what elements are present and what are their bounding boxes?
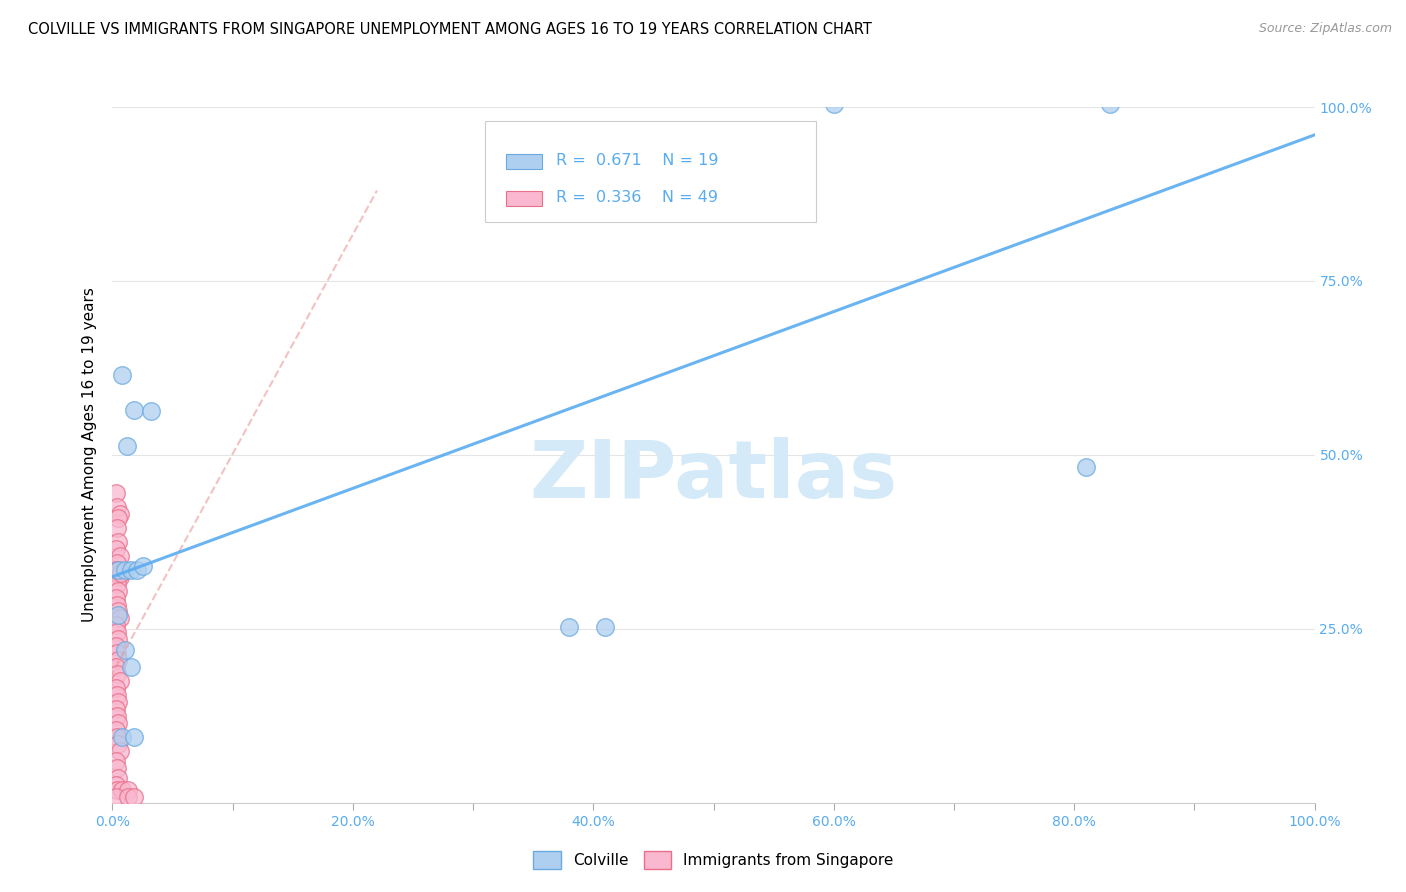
FancyBboxPatch shape — [506, 191, 541, 206]
Text: ZIPatlas: ZIPatlas — [530, 437, 897, 515]
Legend: Colville, Immigrants from Singapore: Colville, Immigrants from Singapore — [527, 846, 900, 875]
Point — [105, 754, 128, 768]
Point — [120, 660, 142, 674]
Point — [105, 761, 128, 775]
Point — [105, 783, 128, 797]
Point — [105, 486, 128, 500]
Point — [107, 632, 129, 647]
Point — [111, 783, 134, 797]
Point — [125, 563, 148, 577]
Point — [117, 783, 139, 797]
Text: R =  0.336    N = 49: R = 0.336 N = 49 — [555, 190, 718, 205]
Point — [115, 439, 138, 453]
Point — [122, 730, 145, 744]
Point — [823, 96, 845, 111]
Point — [110, 566, 132, 581]
Point — [105, 723, 128, 737]
Point — [105, 639, 128, 653]
Point — [105, 500, 128, 514]
Point — [1076, 459, 1098, 474]
Point — [122, 402, 145, 417]
Point — [105, 646, 128, 660]
Point — [131, 559, 153, 574]
Point — [105, 730, 128, 744]
Point — [105, 702, 128, 716]
Point — [105, 576, 128, 591]
Point — [105, 591, 128, 605]
Point — [105, 708, 128, 723]
Point — [111, 368, 134, 382]
Point — [107, 715, 129, 730]
Point — [108, 570, 131, 584]
Point — [114, 563, 136, 577]
Point — [595, 620, 617, 634]
Point — [105, 688, 128, 702]
Point — [107, 563, 129, 577]
Text: R =  0.671    N = 19: R = 0.671 N = 19 — [555, 153, 718, 169]
Point — [107, 653, 129, 667]
Point — [108, 611, 131, 625]
Point — [105, 681, 128, 695]
Point — [105, 541, 128, 556]
Point — [105, 521, 128, 535]
Point — [122, 790, 145, 805]
Point — [108, 549, 131, 563]
Point — [105, 778, 128, 792]
FancyBboxPatch shape — [506, 153, 541, 169]
Point — [107, 605, 129, 619]
Point — [120, 563, 142, 577]
Point — [1099, 96, 1122, 111]
Point — [111, 730, 134, 744]
Point — [114, 642, 136, 657]
Point — [105, 790, 128, 805]
Point — [107, 583, 129, 598]
Point — [107, 607, 129, 622]
Point — [105, 660, 128, 674]
Point — [107, 535, 129, 549]
Point — [107, 510, 129, 524]
Y-axis label: Unemployment Among Ages 16 to 19 years: Unemployment Among Ages 16 to 19 years — [82, 287, 97, 623]
Point — [108, 507, 131, 521]
Point — [105, 598, 128, 612]
Point — [107, 772, 129, 786]
FancyBboxPatch shape — [485, 121, 815, 222]
Point — [107, 695, 129, 709]
Text: COLVILLE VS IMMIGRANTS FROM SINGAPORE UNEMPLOYMENT AMONG AGES 16 TO 19 YEARS COR: COLVILLE VS IMMIGRANTS FROM SINGAPORE UN… — [28, 22, 872, 37]
Point — [108, 674, 131, 689]
Point — [105, 625, 128, 640]
Point — [558, 620, 581, 634]
Point — [117, 790, 139, 805]
Point — [105, 618, 128, 632]
Point — [108, 744, 131, 758]
Point — [107, 566, 129, 581]
Text: Source: ZipAtlas.com: Source: ZipAtlas.com — [1258, 22, 1392, 36]
Point — [139, 404, 162, 418]
Point — [105, 667, 128, 681]
Point — [105, 556, 128, 570]
Point — [107, 563, 129, 577]
Point — [105, 563, 128, 577]
Point — [107, 737, 129, 751]
